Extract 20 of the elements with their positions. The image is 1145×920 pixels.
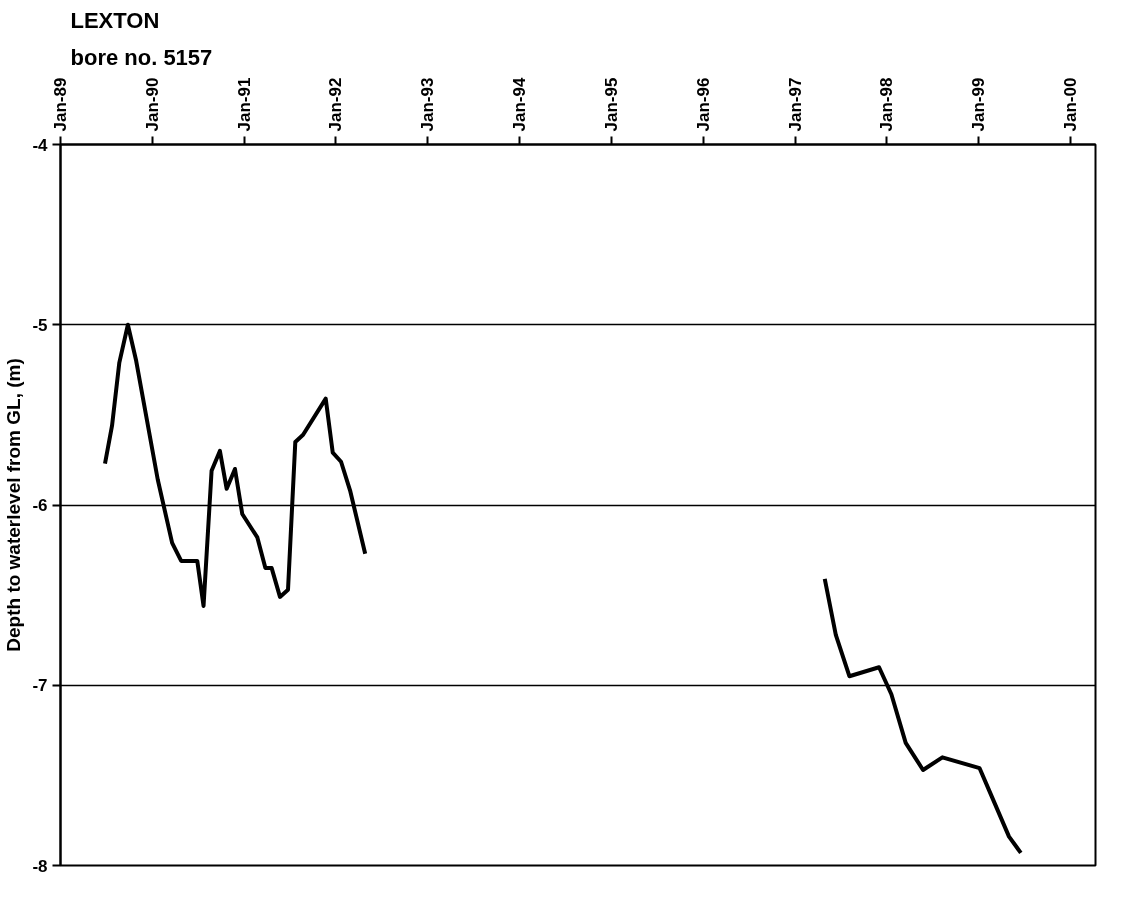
x-tick-label: Jan-92 [326, 77, 346, 132]
y-tick-label: -4 [32, 135, 49, 155]
x-tick-label: Jan-91 [234, 77, 254, 132]
y-tick-label: -8 [32, 856, 48, 876]
x-tick-label: Jan-94 [510, 77, 530, 132]
x-tick-label: Jan-96 [693, 77, 713, 132]
y-axis-title: Depth to waterlevel from GL, (m) [3, 358, 25, 652]
x-tick-label: Jan-99 [969, 77, 989, 132]
y-tick-label: -5 [32, 315, 48, 335]
x-tick-label: Jan-00 [1060, 77, 1080, 132]
x-tick-label: Jan-89 [51, 77, 70, 132]
chart-title: LEXTON [70, 7, 160, 33]
x-tick-label: Jan-98 [877, 77, 897, 132]
x-tick-label: Jan-93 [418, 77, 438, 132]
x-tick-label: Jan-95 [601, 77, 621, 132]
x-tick-label: Jan-90 [142, 77, 162, 132]
x-tick-label: Jan-97 [785, 77, 805, 132]
y-tick-label: -6 [32, 496, 48, 515]
chart-subtitle: bore no. 5157 [70, 44, 213, 70]
y-tick-label: -7 [32, 676, 48, 696]
